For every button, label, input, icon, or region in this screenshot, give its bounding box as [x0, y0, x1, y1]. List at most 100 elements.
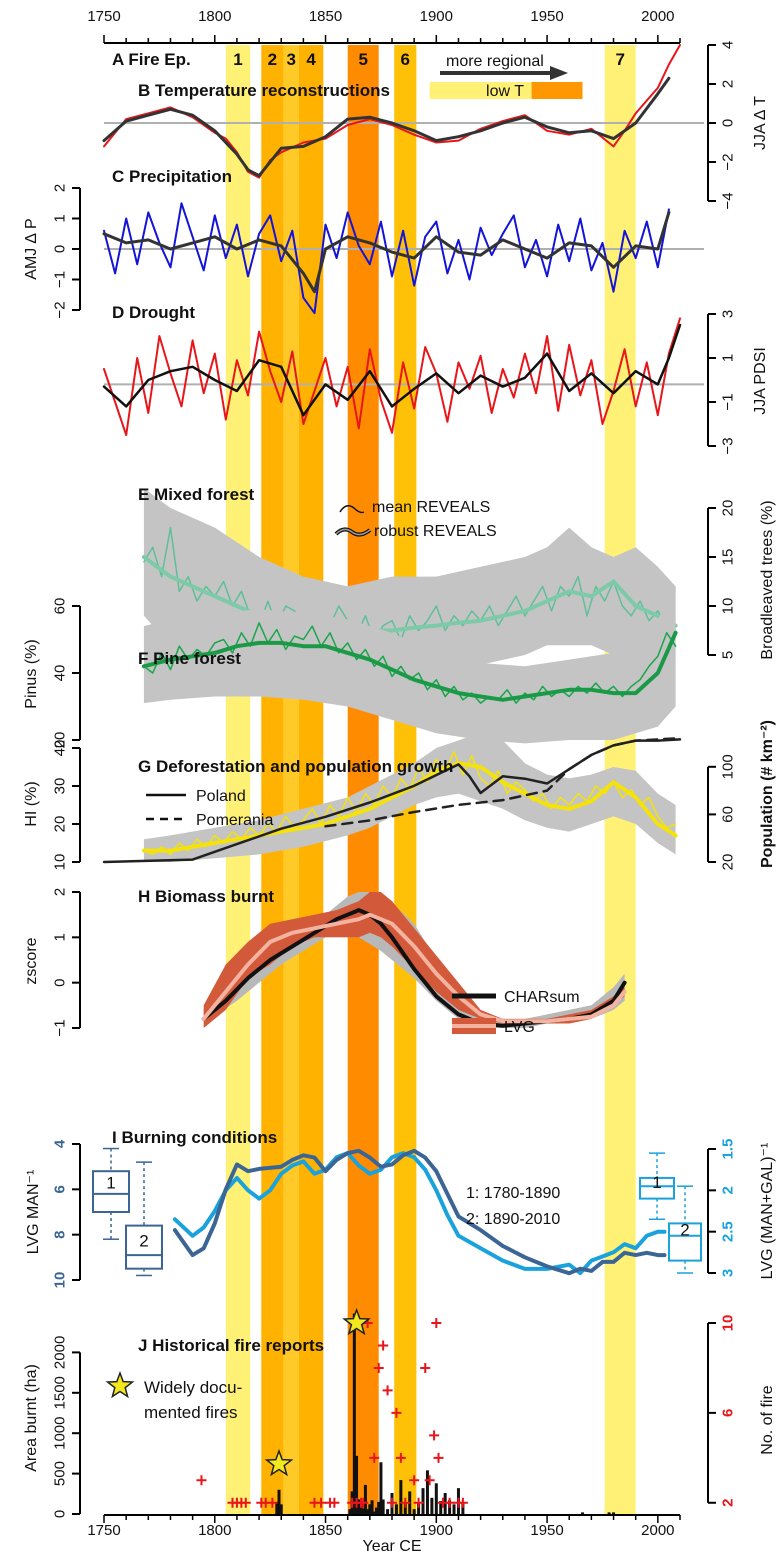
area-burnt-bar	[348, 1509, 352, 1514]
y-axis-label: zscore	[23, 937, 40, 984]
y-tick-label: 1	[52, 933, 69, 941]
fire-count-marker	[391, 1407, 402, 1418]
x-axis-label: Year CE	[363, 1538, 422, 1553]
panel-title: F Pine forest	[138, 649, 241, 668]
fire-count-marker	[444, 1497, 455, 1508]
area-burnt-bar	[368, 1504, 372, 1514]
fire-count-marker	[382, 1385, 393, 1396]
fire-count-marker	[395, 1452, 406, 1463]
area-burnt-bar	[430, 1497, 434, 1514]
period-annotation: 1: 1780-1890	[466, 1185, 560, 1202]
area-burnt-bar	[434, 1483, 438, 1514]
precipitation-smooth	[102, 210, 671, 294]
fire-episode-band	[225, 45, 251, 1515]
boxplot-label: 2	[680, 1221, 689, 1240]
y-tick-label: 10	[720, 598, 737, 615]
y-tick-label: −2	[52, 301, 69, 318]
y-tick-label: 40	[52, 740, 69, 757]
y-axis-label: Broadleaved trees (%)	[759, 500, 776, 659]
area-burnt-bar	[352, 1313, 356, 1514]
lvg-man-series	[172, 1148, 667, 1276]
y-tick-label: 10	[52, 854, 69, 871]
pinus-smooth	[141, 630, 678, 702]
y-tick-label: 20	[52, 816, 69, 833]
x-tick-label: 1750	[87, 1522, 120, 1539]
area-burnt-bar	[461, 1502, 465, 1514]
legend-star-swatch	[105, 1370, 135, 1399]
y-tick-label: 500	[52, 1461, 69, 1486]
area-burnt-bar	[279, 1504, 283, 1514]
x-tick-label: 2000	[641, 1522, 674, 1539]
y-tick-label: 60	[720, 806, 737, 823]
uncertainty-band	[143, 585, 676, 744]
area-burnt-bar	[277, 1489, 281, 1514]
y-tick-label: 0	[52, 1510, 69, 1518]
low-t-label: low T	[486, 83, 524, 100]
series-poland	[102, 738, 682, 864]
fire-episode-label: 3	[286, 50, 295, 69]
axes: −4 −2 0 2 4 JJA ∆ T −2 −1 0 1 2 AMJ ∆ P −3 −1 1 3 JJA PD…	[23, 8, 776, 1553]
boxplot-box	[668, 1222, 702, 1262]
area-burnt-bar	[425, 1470, 429, 1514]
fire-episode-label: 6	[401, 50, 410, 69]
y-tick-label: 15	[720, 549, 737, 566]
area-burnt-bar	[381, 1499, 385, 1514]
legend-robust-reveals-swatch	[335, 528, 371, 536]
x-tick-label: 1950	[530, 8, 563, 25]
fire-episode-band	[261, 45, 284, 1515]
uncertainty-band-orange	[203, 892, 625, 1028]
y-tick-label: 2	[720, 1499, 737, 1507]
y-axis-label: No. of fire	[759, 1385, 776, 1454]
fire-count-marker	[457, 1497, 468, 1508]
fire-episode-band	[283, 45, 299, 1515]
y-tick-label: 6	[52, 1185, 69, 1193]
widely-documented-fire-star	[264, 1448, 294, 1477]
y-tick-label: 8	[52, 1230, 69, 1238]
y-tick-label: 0	[720, 119, 737, 127]
y-tick-label: 60	[52, 598, 69, 615]
x-tick-label: 1900	[420, 8, 453, 25]
panel-title: B Temperature reconstructions	[138, 81, 390, 100]
y-axis-label: LVG (MAN+GAL)⁻¹	[759, 1143, 776, 1280]
y-axis-label: LVG MAN⁻¹	[25, 1170, 42, 1255]
area-burnt-bar	[412, 1509, 416, 1514]
boxplot: 1	[92, 1147, 130, 1240]
fire-count-marker	[429, 1430, 440, 1441]
fire-count-marker	[387, 1497, 397, 1508]
panel-title: G Deforestation and population growth	[138, 757, 453, 776]
boxplot: 2	[125, 1161, 163, 1277]
regional-note: more regional	[446, 53, 544, 70]
series-lvg	[201, 912, 627, 1024]
y-axis-label: Area burnt (ha)	[23, 1364, 40, 1472]
area-burnt-bar	[355, 1455, 359, 1514]
area-burnt-bar	[357, 1499, 361, 1514]
boxplot-label: 2	[139, 1231, 148, 1250]
period-annotation: 2: 1890-2010	[466, 1211, 560, 1228]
y-axis-label: Pinus (%)	[23, 639, 40, 708]
panel-title: D Drought	[112, 303, 195, 322]
y-tick-label: 10	[52, 1272, 69, 1289]
panels: B Temperature reconstructions C Precipita…	[92, 44, 704, 1514]
area-burnt-bar	[359, 1503, 363, 1514]
y-tick-label: 1	[720, 354, 737, 362]
x-tick-label: 2000	[641, 8, 674, 25]
fire-count-marker	[431, 1318, 442, 1328]
legend-robust-reveals: robust REVEALS	[374, 523, 497, 540]
fire-count-marker	[413, 1497, 424, 1508]
area-burnt-bar	[417, 1502, 421, 1514]
y-tick-label: 4	[720, 41, 737, 49]
y-tick-label: 2	[720, 80, 737, 88]
area-burnt-bar	[377, 1501, 381, 1514]
y-tick-label: 5	[720, 651, 737, 659]
area-burnt-bar	[439, 1501, 443, 1514]
fire-count-marker	[373, 1362, 384, 1373]
regional-arrow-head	[550, 66, 568, 80]
area-burnt-bar	[361, 1508, 365, 1514]
boxplot-box	[92, 1170, 130, 1213]
y-axis-label: AMJ ∆ P	[23, 218, 40, 279]
fire-count-marker	[240, 1497, 251, 1508]
fire-count-marker	[329, 1497, 340, 1508]
area-burnt-bar	[452, 1504, 456, 1514]
y-tick-label: 3	[720, 310, 737, 318]
y-tick-label: −1	[720, 393, 737, 410]
